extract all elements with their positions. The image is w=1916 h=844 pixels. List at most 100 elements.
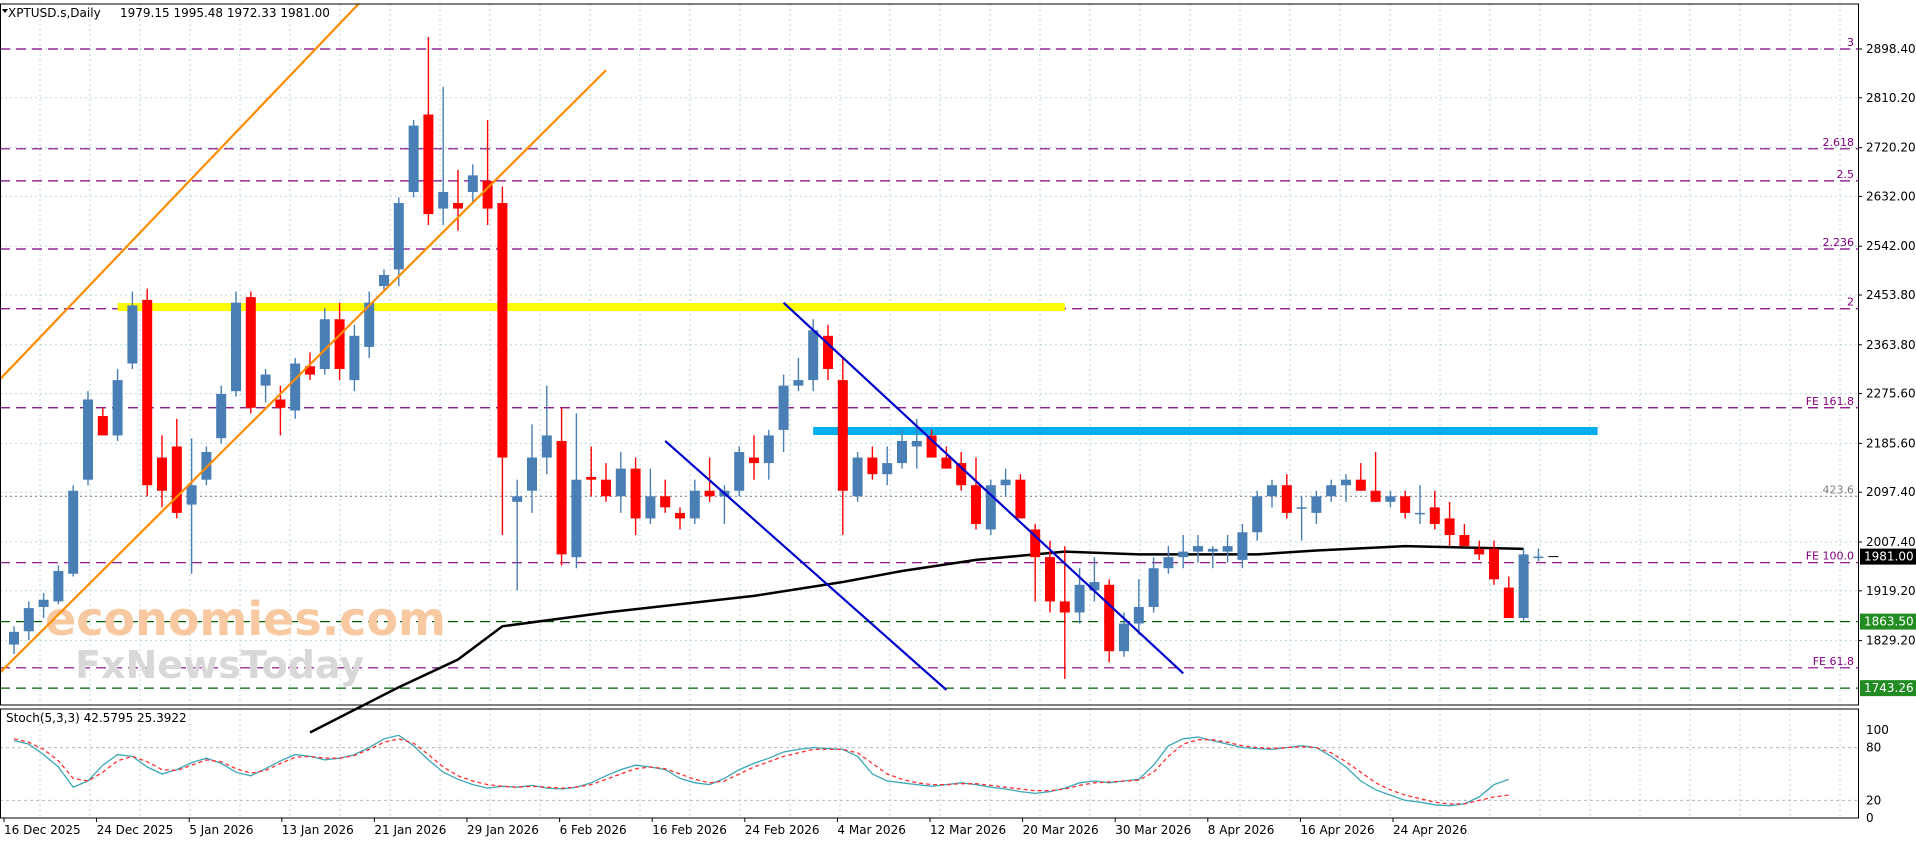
candle-body [260, 374, 271, 386]
candle-body [823, 335, 833, 370]
candle-body [379, 274, 389, 287]
candle-body [1400, 496, 1411, 513]
candle-body [1119, 623, 1129, 652]
candle-body [1089, 582, 1100, 591]
candle-body [1355, 479, 1366, 491]
candle-body [23, 608, 34, 632]
y-tick-label: 1829.20 [1866, 634, 1916, 648]
candle-body [275, 399, 286, 408]
price-tag-bg [1860, 680, 1916, 697]
candle-body [142, 299, 153, 486]
candle-body [423, 114, 434, 215]
candle-body [482, 180, 493, 209]
candle-body [497, 203, 508, 458]
y-tick-label: 2810.20 [1866, 91, 1916, 105]
candle-body [1207, 548, 1218, 552]
candle-body [1370, 490, 1381, 502]
candle-body [1237, 532, 1248, 560]
candle-body [1503, 587, 1514, 619]
candle-body [83, 399, 93, 480]
price-tag-text: 1863.50 [1864, 615, 1914, 629]
fib-level-label: 2 [1847, 296, 1854, 309]
price-tag-bg [1860, 613, 1916, 630]
candle-body [349, 335, 360, 381]
candle-body [305, 366, 315, 375]
candle-body [1178, 551, 1189, 558]
stoch-tick-label: 20 [1866, 793, 1881, 807]
trend-line-layer [0, 4, 1184, 691]
candle-body [1281, 485, 1292, 513]
candle-body [1252, 496, 1263, 533]
candle-body [1444, 518, 1455, 536]
candle-body [201, 452, 212, 480]
candle-body [882, 463, 893, 475]
fib-level-label: FE 161.8 [1806, 395, 1854, 408]
candle-body [1385, 496, 1396, 502]
x-tick-label: 16 Feb 2026 [652, 823, 727, 837]
candle-body [127, 305, 138, 364]
candle-body [1074, 584, 1085, 613]
axis-layer: 2898.40 2810.20 2720.20 2632.00 2542.00 2453.… [3, 42, 1916, 837]
x-tick-label: 16 Apr 2026 [1300, 823, 1374, 837]
zone-bar [117, 303, 1065, 312]
grid-layer [0, 4, 1858, 818]
candle-layer [9, 37, 1544, 679]
candle-body [615, 468, 626, 497]
candle-body [112, 380, 123, 436]
candle-body [852, 457, 863, 497]
candle-body [157, 457, 167, 491]
x-tick-label: 12 Mar 2026 [930, 823, 1006, 837]
fib-level-label: FE 100.0 [1806, 550, 1854, 563]
fib-level-label: FE 61.8 [1813, 655, 1854, 668]
candle-body [393, 203, 404, 270]
x-tick-label: 8 Apr 2026 [1208, 823, 1275, 837]
stoch-tick-label: 0 [1866, 811, 1874, 825]
y-tick-label: 2185.60 [1866, 436, 1916, 450]
trend-line [782, 301, 1184, 675]
candle-body [97, 416, 108, 436]
candle-body [1326, 485, 1337, 497]
stoch-tick-label: 100 [1866, 723, 1889, 737]
y-tick-label: 2363.80 [1866, 338, 1916, 352]
candle-body [1459, 535, 1470, 547]
candle-body [53, 570, 64, 602]
candle-body [660, 496, 671, 508]
candle-body [541, 435, 552, 458]
candle-body [956, 463, 967, 486]
fib-level-label: 423.6 [1823, 483, 1855, 496]
label-layer: XPTUSD.s,Daily 1979.15 1995.48 1972.33 1… [6, 6, 330, 725]
candle-body [556, 440, 567, 555]
candle-body [186, 485, 197, 505]
candle-body [971, 485, 981, 524]
fib-level-label: 2.618 [1823, 136, 1855, 149]
price-tag-text: 1743.26 [1864, 681, 1914, 695]
candle-body [1429, 507, 1440, 524]
x-tick-label: 16 Dec 2025 [4, 823, 81, 837]
candle-body [453, 203, 463, 209]
trend-line [0, 69, 607, 675]
candle-body [334, 319, 345, 370]
moving-average-line [309, 544, 1524, 734]
candle-body [586, 476, 597, 480]
moving-average-layer [309, 544, 1524, 734]
candle-body [734, 452, 745, 491]
candle-body [1474, 548, 1485, 555]
candle-body [1222, 546, 1233, 552]
candle-body [364, 302, 375, 347]
watermark-fxnewstoday: FxNewsToday [75, 643, 364, 687]
y-tick-label: 2453.80 [1866, 288, 1916, 302]
x-tick-label: 24 Dec 2025 [97, 823, 174, 837]
candle-body [512, 496, 523, 502]
candle-body [1489, 548, 1499, 580]
stoch-tick-label: 80 [1866, 741, 1881, 755]
candle-body [1148, 568, 1159, 607]
candle-body [1104, 584, 1115, 652]
candle-body [1193, 546, 1203, 552]
candle-body [704, 490, 715, 497]
candle-body [926, 435, 937, 458]
x-tick-label: 13 Jan 2026 [282, 823, 354, 837]
candle-body [1133, 606, 1144, 624]
candle-body [571, 479, 582, 558]
fib-level-label: 2.236 [1823, 236, 1855, 249]
